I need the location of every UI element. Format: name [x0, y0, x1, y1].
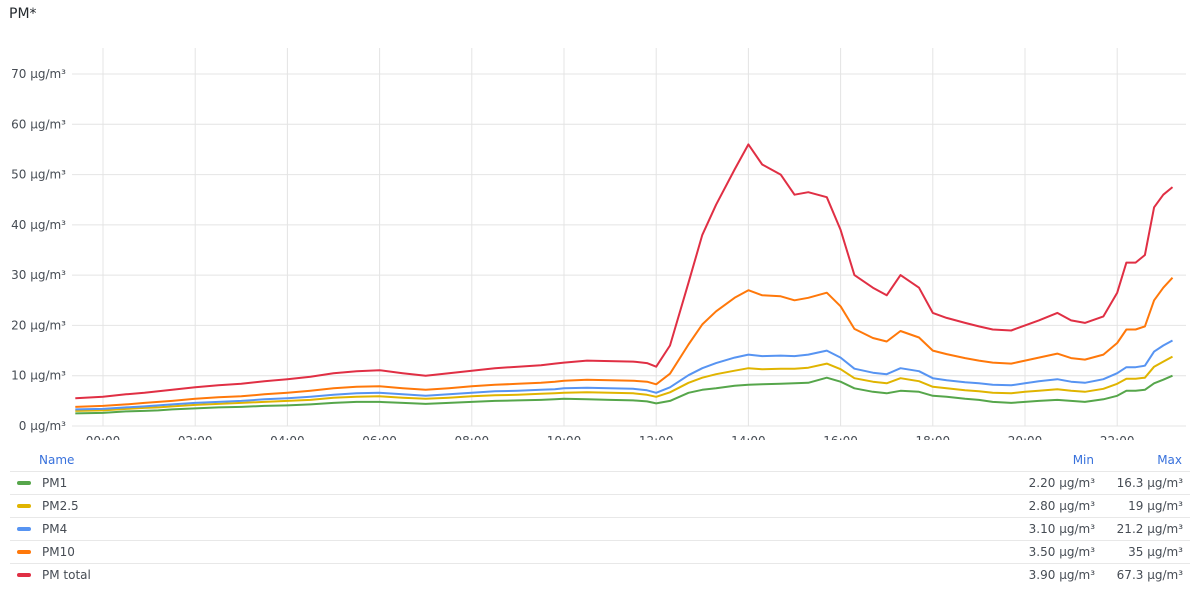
series-line-pm1[interactable] — [75, 374, 1173, 415]
legend-row[interactable]: PM2.5 2.80 µg/m³ 19 µg/m³ — [10, 494, 1190, 518]
y-tick-label: 20 µg/m³ — [11, 318, 66, 332]
legend-max-value: 16.3 µg/m³ — [1102, 471, 1190, 495]
legend-series-name[interactable]: PM4 — [10, 517, 1014, 541]
legend-swatch-icon — [17, 549, 31, 554]
legend-header-min[interactable]: Min — [1072, 453, 1094, 467]
series-lines[interactable] — [75, 143, 1174, 415]
y-tick-label: 0 µg/m³ — [19, 419, 66, 433]
legend-max-value: 19 µg/m³ — [1102, 494, 1190, 518]
y-tick-label: 40 µg/m³ — [11, 218, 66, 232]
legend-swatch-icon — [17, 503, 31, 508]
legend-row[interactable]: PM total 3.90 µg/m³ 67.3 µg/m³ — [10, 563, 1190, 586]
x-tick-label: 14:00 — [731, 434, 766, 440]
legend-series-name[interactable]: PM1 — [10, 471, 1014, 495]
line-chart: 0 µg/m³ 10 µg/m³ 20 µg/m³ 30 µg/m³ 40 µg/m³ 5… — [11, 48, 1186, 440]
series-line-pm4[interactable] — [75, 339, 1173, 411]
legend-swatch-icon — [17, 572, 31, 577]
x-tick-label: 04:00 — [270, 434, 305, 440]
legend-label: PM1 — [42, 476, 68, 490]
legend-header: Name Min Max — [10, 449, 1190, 472]
legend-row[interactable]: PM1 2.20 µg/m³ 16.3 µg/m³ — [10, 471, 1190, 495]
legend-label: PM total — [42, 568, 91, 582]
x-tick-label: 10:00 — [547, 434, 582, 440]
legend-series-name[interactable]: PM total — [10, 563, 1014, 586]
legend-min-value: 3.90 µg/m³ — [1014, 563, 1102, 586]
y-tick-label: 10 µg/m³ — [11, 369, 66, 383]
legend-min-value: 2.80 µg/m³ — [1014, 494, 1102, 518]
legend-label: PM2.5 — [42, 499, 79, 513]
legend-series-name[interactable]: PM10 — [10, 540, 1014, 564]
x-axis: 00:00 02:00 04:00 06:00 08:00 10:00 12:00 14:00… — [86, 434, 1135, 440]
legend-swatch-icon — [17, 526, 31, 531]
legend-max-value: 35 µg/m³ — [1102, 540, 1190, 564]
legend-max-value: 21.2 µg/m³ — [1102, 517, 1190, 541]
legend-label: PM10 — [42, 545, 75, 559]
legend-min-value: 3.10 µg/m³ — [1014, 517, 1102, 541]
y-tick-label: 30 µg/m³ — [11, 268, 66, 282]
legend-label: PM4 — [42, 522, 68, 536]
x-tick-label: 12:00 — [639, 434, 674, 440]
x-tick-label: 16:00 — [823, 434, 858, 440]
y-axis: 0 µg/m³ 10 µg/m³ 20 µg/m³ 30 µg/m³ 40 µg/m³ 5… — [11, 67, 66, 433]
x-tick-label: 20:00 — [1008, 434, 1043, 440]
series-line-pm2-5[interactable] — [75, 355, 1173, 412]
legend-header-max[interactable]: Max — [1157, 453, 1182, 467]
legend-min-value: 3.50 µg/m³ — [1014, 540, 1102, 564]
x-tick-label: 18:00 — [916, 434, 951, 440]
legend-swatch-icon — [17, 480, 31, 485]
y-tick-label: 60 µg/m³ — [11, 117, 66, 131]
x-tick-label: 22:00 — [1100, 434, 1135, 440]
x-tick-label: 02:00 — [178, 434, 213, 440]
x-tick-label: 00:00 — [86, 434, 121, 440]
series-line-pm-total[interactable] — [75, 143, 1174, 400]
series-line-pm10[interactable] — [75, 277, 1174, 408]
legend-row[interactable]: PM4 3.10 µg/m³ 21.2 µg/m³ — [10, 517, 1190, 541]
panel-title[interactable]: PM* — [9, 6, 37, 22]
x-tick-label: 08:00 — [455, 434, 490, 440]
legend-row[interactable]: PM10 3.50 µg/m³ 35 µg/m³ — [10, 540, 1190, 564]
legend-max-value: 67.3 µg/m³ — [1102, 563, 1190, 586]
legend-min-value: 2.20 µg/m³ — [1014, 471, 1102, 495]
y-tick-label: 50 µg/m³ — [11, 168, 66, 182]
legend-series-name[interactable]: PM2.5 — [10, 494, 1014, 518]
x-tick-label: 06:00 — [362, 434, 397, 440]
legend-table: Name Min Max PM1 2.20 µg/m³ 16.3 µg/m³ PM2.… — [10, 449, 1190, 586]
y-tick-label: 70 µg/m³ — [11, 67, 66, 81]
legend-header-name[interactable]: Name — [39, 453, 75, 467]
grid — [72, 48, 1186, 427]
